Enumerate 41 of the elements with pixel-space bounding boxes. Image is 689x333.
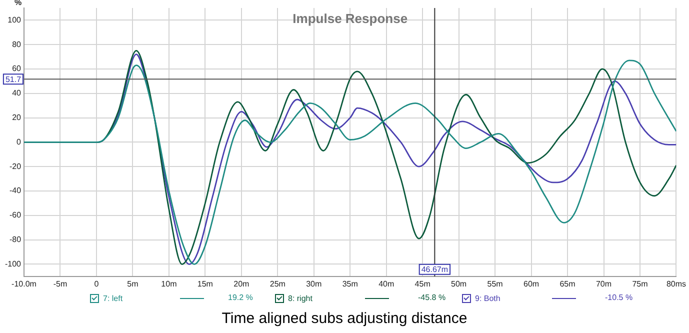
x-tick-label: 50m [451, 279, 467, 288]
x-tick-label: 30m [306, 279, 322, 288]
legend-label: 8: right [288, 294, 312, 302]
x-tick-label: 70m [596, 279, 612, 288]
x-tick-label: 75m [632, 279, 648, 288]
text: -10.5 % [605, 293, 633, 302]
y-tick-label: 80 [12, 40, 22, 49]
y-tick-label: -80 [9, 235, 22, 244]
ref-line-label: 51.7 [5, 74, 22, 84]
x-tick-label: 20m [234, 279, 250, 288]
x-tick-label: 45m [414, 279, 431, 288]
x-tick-label: 80ms [666, 279, 686, 288]
y-tick-label: -20 [9, 162, 22, 171]
ref-line-label: 46.67m [421, 265, 448, 274]
x-tick-label: 0 [94, 279, 100, 288]
y-tick-label: 60 [12, 64, 22, 74]
x-tick-label: 10m [161, 279, 178, 288]
x-tick-label: 15m [197, 279, 214, 288]
text: 19.2 % [228, 293, 253, 302]
x-tick-label: 5m [127, 279, 139, 288]
y-tick-label: -40 [9, 186, 22, 196]
x-tick-label: 60m [524, 279, 540, 288]
legend-label: 9: Both [475, 294, 500, 302]
y-tick-label: 40 [12, 88, 22, 98]
x-tick-label: 35m [342, 279, 358, 288]
y-tick-label: -100 [4, 259, 22, 268]
text: -45.8 % [418, 293, 446, 302]
y-tick-label: 20 [12, 113, 22, 122]
x-tick-label: -10.0m [12, 279, 37, 288]
legend-label: 7: left [103, 294, 123, 302]
chart-title: Impulse Response [292, 11, 408, 26]
x-tick-label: 25m [270, 279, 286, 288]
x-tick-label: 55m [487, 279, 504, 288]
y-axis-title: % [14, 0, 22, 8]
y-tick-label: 0 [16, 137, 22, 146]
x-tick-label: 40m [378, 279, 394, 288]
text: Time aligned subs adjusting distance [220, 310, 468, 327]
x-tick-label: -5m [53, 279, 68, 288]
y-tick-label: 100 [8, 15, 22, 24]
x-tick-label: 65m [560, 279, 576, 288]
y-tick-label: -60 [9, 210, 22, 220]
